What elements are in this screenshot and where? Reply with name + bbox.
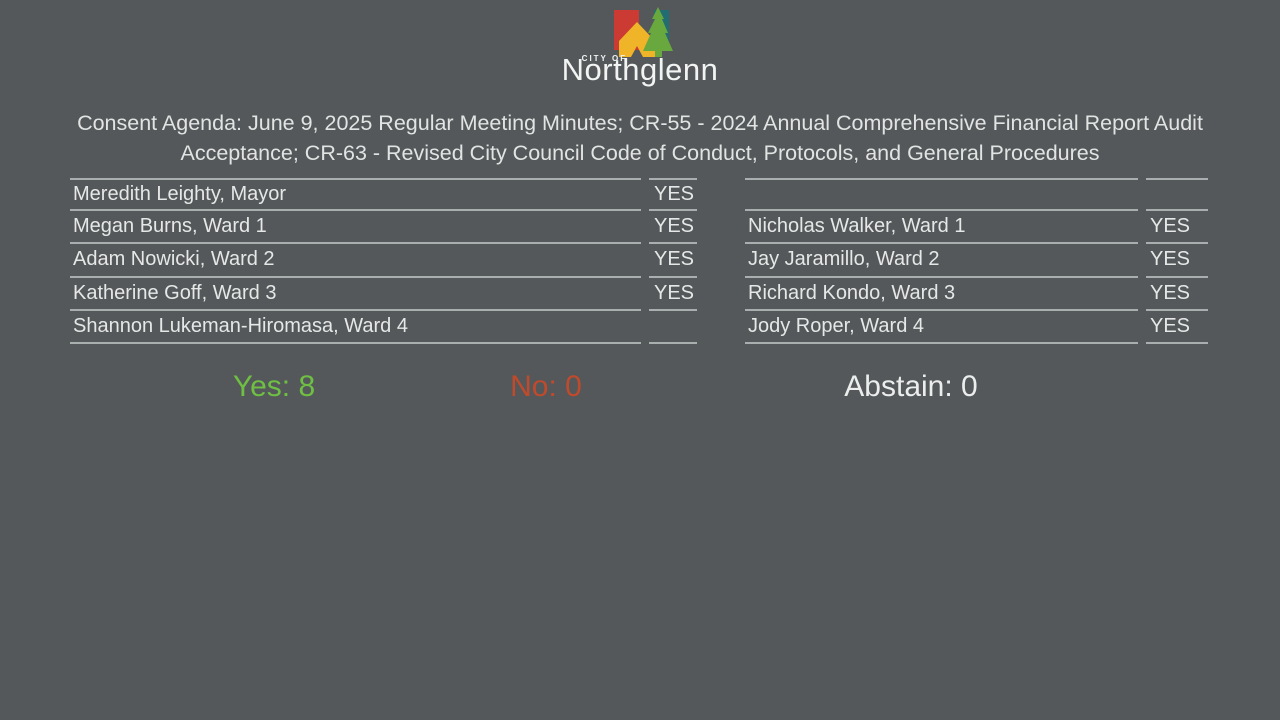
table-row [745, 178, 1208, 212]
council-member-name: Richard Kondo, Ward 3 [745, 278, 1138, 311]
vote-value [1146, 178, 1208, 212]
agenda-item-title: Consent Agenda: June 9, 2025 Regular Mee… [0, 109, 1280, 168]
council-member-name: Megan Burns, Ward 1 [70, 211, 641, 245]
council-member-name: Katherine Goff, Ward 3 [70, 278, 641, 311]
table-row: Megan Burns, Ward 1 YES [70, 211, 697, 245]
roll-call-table-left: Meredith Leighty, Mayor YES Megan Burns,… [70, 178, 697, 344]
table-row: Meredith Leighty, Mayor YES [70, 178, 697, 212]
agenda-title-line-1: Consent Agenda: June 9, 2025 Regular Mee… [77, 111, 1203, 135]
table-row: Jay Jaramillo, Ward 2 YES [745, 244, 1208, 278]
vote-value [649, 311, 697, 344]
council-member-name: Meredith Leighty, Mayor [70, 178, 641, 212]
city-name: Northglenn [561, 52, 719, 87]
vote-value: YES [1146, 311, 1208, 344]
table-row: Jody Roper, Ward 4 YES [745, 311, 1208, 344]
vote-value: YES [649, 211, 697, 245]
vote-value: YES [1146, 244, 1208, 278]
council-member-name: Shannon Lukeman-Hiromasa, Ward 4 [70, 311, 641, 344]
council-member-name: Adam Nowicki, Ward 2 [70, 244, 641, 278]
roll-call-table-right: Nicholas Walker, Ward 1 YES Jay Jaramill… [745, 178, 1208, 344]
agenda-title-line-2: Acceptance; CR-63 - Revised City Council… [180, 140, 1100, 165]
council-member-name [745, 178, 1138, 212]
yes-count: Yes: 8 [232, 370, 316, 403]
table-row: Adam Nowicki, Ward 2 YES [70, 244, 697, 278]
table-row: Katherine Goff, Ward 3 YES [70, 278, 697, 311]
northglenn-house-tree-logo-icon [614, 7, 673, 57]
council-member-name: Nicholas Walker, Ward 1 [745, 211, 1138, 245]
table-row: Richard Kondo, Ward 3 YES [745, 278, 1208, 311]
vote-value: YES [1146, 211, 1208, 245]
council-member-name: Jay Jaramillo, Ward 2 [745, 244, 1138, 278]
vote-value: YES [649, 244, 697, 278]
council-member-name: Jody Roper, Ward 4 [745, 311, 1138, 344]
vote-value: YES [649, 178, 697, 212]
abstain-count: Abstain: 0 [844, 370, 978, 403]
vote-value: YES [649, 278, 697, 311]
no-count: No: 0 [510, 370, 582, 403]
city-logo-wordmark: CITY OF Northglenn [0, 52, 1280, 88]
table-row: Shannon Lukeman-Hiromasa, Ward 4 [70, 311, 697, 344]
city-of-label: CITY OF [581, 54, 628, 63]
table-row: Nicholas Walker, Ward 1 YES [745, 211, 1208, 245]
vote-value: YES [1146, 278, 1208, 311]
